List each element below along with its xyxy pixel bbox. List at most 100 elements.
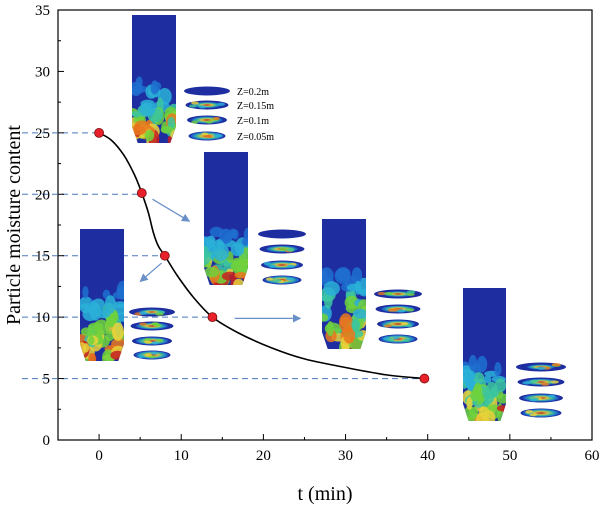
inset-column-4 <box>463 288 506 421</box>
slice-blob <box>529 398 538 402</box>
axis-ticks: 0 10 20 30 40 50 60 0 5 10 15 20 25 30 35 <box>35 3 600 464</box>
field-blob <box>132 125 146 136</box>
inset-column-0 <box>132 15 176 143</box>
slice-blob <box>213 134 221 138</box>
field-blob <box>144 129 155 142</box>
slice-blob <box>401 322 409 326</box>
slice-blob <box>268 264 277 268</box>
y-tick-label: 25 <box>35 126 50 142</box>
field-blob <box>465 374 473 389</box>
inset-slice <box>375 304 421 314</box>
field-blob <box>326 321 334 337</box>
slice-blob <box>540 382 550 386</box>
inset-slice <box>133 350 171 360</box>
inset-slice <box>377 319 419 329</box>
slice-blob <box>137 354 145 359</box>
x-tick-label: 50 <box>502 448 517 464</box>
slice-blob <box>522 381 531 385</box>
y-axis-title: Particle moisture content <box>3 125 25 325</box>
slice-blob <box>550 380 559 384</box>
field-blob <box>204 266 219 278</box>
slice-blob <box>217 102 226 106</box>
inset-slice <box>185 100 229 110</box>
field-blob <box>494 362 502 377</box>
slice-blob <box>529 379 539 383</box>
inset-slice <box>519 393 563 403</box>
x-tick-label: 60 <box>585 448 600 464</box>
field-blob <box>466 396 473 410</box>
slice-blob <box>392 336 400 340</box>
field-blob <box>354 280 362 295</box>
x-tick-label: 10 <box>174 448 189 464</box>
x-axis-title: t (min) <box>298 483 353 505</box>
field-blob <box>105 330 115 342</box>
slice-label: Z=0.2m <box>237 87 269 98</box>
field-blob <box>111 322 124 341</box>
slice-field <box>134 337 170 345</box>
field-blob <box>339 313 353 332</box>
y-tick-label: 30 <box>35 64 50 80</box>
field-blob <box>160 125 173 134</box>
slice-blob <box>266 277 274 281</box>
simulation-insets: Z=0.2m Z=0.15m Z=0.1m Z=0.05m <box>80 15 566 421</box>
slice-blob <box>143 338 152 342</box>
data-point <box>419 373 430 384</box>
y-tick-label: 35 <box>35 3 50 19</box>
slice-blob <box>139 311 148 315</box>
data-point <box>159 250 170 261</box>
slice-blob <box>263 261 272 266</box>
inset-slice <box>517 377 565 387</box>
inset-column-1 <box>204 152 248 285</box>
field-blob <box>352 308 366 319</box>
slice-blob <box>279 247 288 251</box>
slice-blob <box>188 104 197 108</box>
y-tick-label: 5 <box>43 372 51 388</box>
slice-base <box>258 229 306 239</box>
data-point <box>94 127 104 138</box>
field-blob <box>470 389 480 402</box>
inset-slice <box>132 336 172 346</box>
field-blob <box>110 350 124 360</box>
field-blob <box>230 242 245 257</box>
field-blob <box>215 239 223 247</box>
field-blob <box>496 405 506 412</box>
slice-blob <box>406 308 415 312</box>
slice-label: Z=0.1m <box>237 116 269 127</box>
slice-blob <box>406 290 416 294</box>
data-markers <box>94 127 430 384</box>
slice-blob <box>144 340 152 344</box>
field-blob <box>243 227 248 242</box>
field-blob <box>232 259 248 276</box>
x-tick-label: 20 <box>256 448 271 464</box>
slice-blob <box>205 134 213 139</box>
field-blob <box>206 235 216 249</box>
inset-slice <box>378 334 418 344</box>
field-blob <box>150 80 159 95</box>
x-tick-label: 40 <box>420 448 435 464</box>
field-blob <box>88 335 95 345</box>
inset-slice <box>184 86 230 96</box>
y-tick-label: 10 <box>35 310 50 326</box>
slice-blob <box>551 363 561 367</box>
slice-blob <box>150 351 158 355</box>
slice-blob <box>155 312 164 316</box>
inset-slice <box>520 408 562 418</box>
slice-blob <box>191 120 199 124</box>
field-blob <box>463 414 472 421</box>
field-blob <box>111 338 124 350</box>
column-field <box>322 267 366 349</box>
field-blob <box>139 102 156 117</box>
slice-blob <box>212 116 220 121</box>
field-blob <box>234 271 247 279</box>
slice-label: Z=0.15m <box>237 101 274 112</box>
field-blob <box>80 327 93 336</box>
inset-slice <box>130 321 174 331</box>
field-blob <box>135 76 143 88</box>
inset-slice <box>516 362 566 372</box>
annotation-arrows <box>139 198 302 323</box>
inset-column-2 <box>80 229 124 361</box>
field-blob <box>233 278 245 285</box>
y-tick-label: 0 <box>43 433 51 449</box>
slice-blob <box>205 120 213 124</box>
